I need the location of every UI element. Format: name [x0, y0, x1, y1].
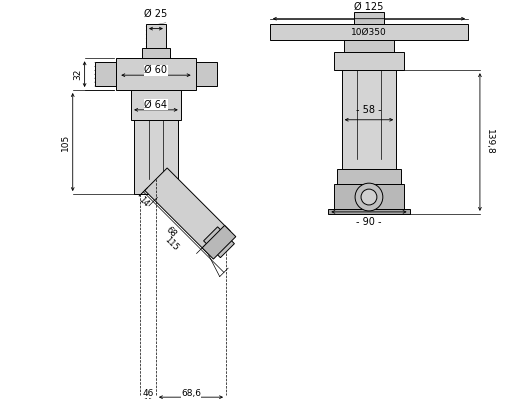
- Bar: [95, 62, 116, 86]
- Polygon shape: [203, 227, 234, 258]
- Text: Ø 25: Ø 25: [144, 9, 167, 19]
- Circle shape: [361, 189, 377, 205]
- Text: 32: 32: [73, 68, 82, 80]
- Bar: [116, 59, 196, 90]
- Bar: [134, 120, 178, 194]
- Bar: [142, 49, 170, 59]
- Polygon shape: [145, 168, 230, 254]
- Text: Ø 60: Ø 60: [144, 65, 167, 75]
- Text: 46: 46: [142, 389, 153, 398]
- Polygon shape: [202, 225, 236, 259]
- Text: Ø 125: Ø 125: [354, 2, 384, 12]
- Text: 10Ø350: 10Ø350: [351, 27, 387, 37]
- Bar: [131, 90, 181, 120]
- Bar: [337, 169, 401, 184]
- Text: Ø 64: Ø 64: [144, 100, 167, 110]
- Bar: [329, 209, 409, 214]
- Text: 68: 68: [164, 225, 178, 239]
- Text: 139,8: 139,8: [485, 129, 494, 155]
- Text: 105: 105: [61, 134, 70, 151]
- Text: - 58 -: - 58 -: [356, 105, 382, 115]
- Text: - 90 -: - 90 -: [356, 217, 382, 227]
- Bar: [196, 62, 217, 86]
- Bar: [342, 70, 396, 169]
- Bar: [354, 12, 384, 24]
- Bar: [334, 184, 404, 209]
- Circle shape: [355, 183, 383, 211]
- Bar: [146, 24, 166, 49]
- Bar: [270, 24, 468, 41]
- Text: 14: 14: [136, 195, 150, 208]
- Text: 68,6: 68,6: [181, 389, 201, 398]
- Bar: [334, 52, 404, 70]
- Text: 115: 115: [163, 235, 180, 252]
- Bar: [344, 41, 394, 52]
